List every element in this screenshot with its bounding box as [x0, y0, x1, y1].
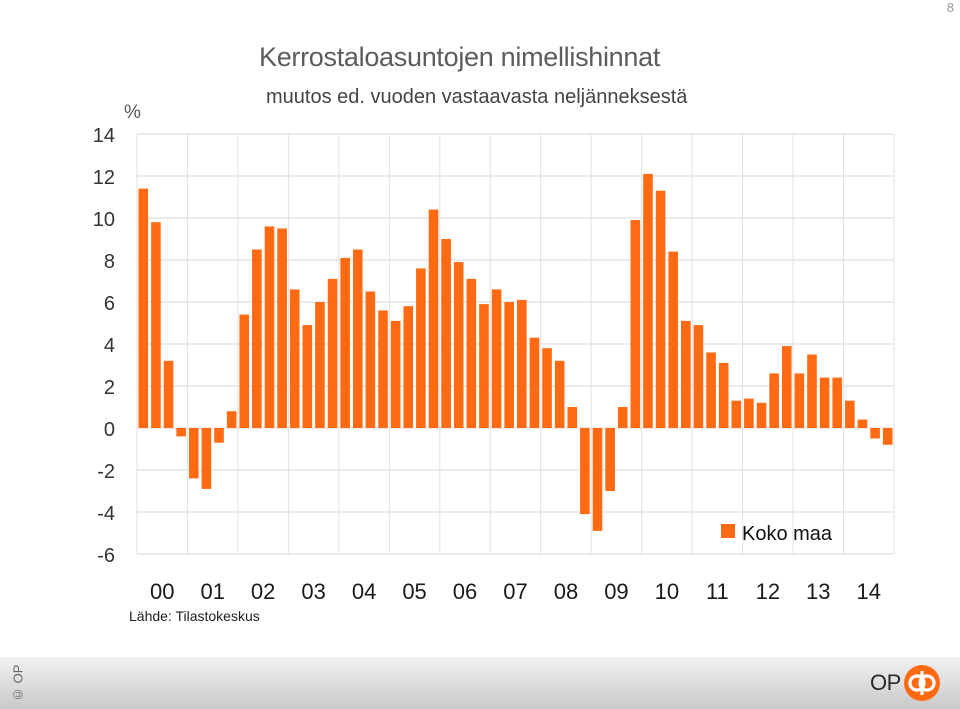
bar [428, 209, 439, 428]
y-tick-label: -6 [97, 545, 115, 567]
y-tick-label: -2 [97, 461, 115, 483]
bar [340, 257, 350, 428]
bar [365, 291, 376, 428]
bar [693, 325, 704, 428]
y-tick-label: -4 [97, 503, 115, 525]
bar [718, 362, 729, 428]
bar [201, 428, 212, 489]
bar [845, 400, 855, 428]
bar [794, 373, 805, 428]
y-tick-label: 14 [93, 125, 115, 147]
op-logo-text: OP [870, 670, 901, 695]
bar [390, 320, 401, 428]
bar [252, 249, 262, 428]
y-tick-label: 10 [93, 209, 115, 231]
bar [327, 278, 338, 428]
bar [277, 228, 287, 428]
chart-subtitle: muutos ed. vuoden vastaavasta neljänneks… [266, 86, 688, 108]
x-tick-label: 00 [150, 579, 174, 604]
op-logo-icon [904, 665, 940, 701]
x-tick-label: 03 [301, 579, 325, 604]
bar [643, 173, 653, 428]
x-tick-label: 04 [352, 579, 376, 604]
bar [138, 188, 149, 428]
bar [756, 402, 767, 428]
x-tick-label: 14 [857, 579, 881, 604]
bar-chart: 14 12 10 8 6 4 2 0 -2 -4 -6 00 01 02 03 04 05 06 07 08 09 10 1… [93, 125, 895, 604]
y-tick-label: 4 [104, 335, 115, 357]
bar [517, 299, 527, 428]
bar [819, 377, 830, 428]
bar [744, 398, 754, 428]
y-tick-label: 12 [93, 167, 115, 189]
source-note: Lähde: Tilastokeskus [129, 608, 260, 624]
bar [731, 400, 742, 428]
bar [378, 310, 388, 428]
bar [264, 226, 275, 428]
bar [151, 222, 161, 428]
y-tick-label: 6 [104, 293, 115, 315]
bar [466, 278, 477, 428]
bar [188, 428, 199, 479]
bar [302, 325, 313, 428]
x-tick-label: 07 [503, 579, 527, 604]
y-tick-label: 8 [104, 251, 115, 273]
bar [403, 306, 414, 428]
x-tick-label: 01 [200, 579, 224, 604]
bar [289, 289, 300, 428]
bar [807, 354, 817, 428]
x-tick-label: 06 [453, 579, 477, 604]
bar [857, 419, 868, 428]
copyright-text: © OP [10, 664, 26, 702]
bar [315, 302, 325, 428]
x-tick-label: 12 [756, 579, 780, 604]
x-tick-label: 10 [655, 579, 679, 604]
x-tick-label: 11 [706, 579, 729, 604]
bar [567, 407, 578, 428]
bar [617, 407, 628, 428]
bar [706, 352, 716, 428]
footer-bar [0, 657, 960, 709]
x-tick-label: 13 [806, 579, 830, 604]
x-tick-label: 05 [402, 579, 426, 604]
y-tick-label: 0 [104, 419, 115, 441]
legend-swatch [721, 524, 735, 538]
bar [655, 190, 666, 428]
bar [479, 304, 489, 428]
bar [882, 428, 893, 445]
legend-label: Koko maa [742, 523, 833, 545]
x-tick-label: 02 [251, 579, 275, 604]
page-number: 8 [946, 0, 954, 15]
bar [605, 428, 615, 491]
bar [441, 239, 451, 428]
bar [529, 337, 540, 428]
bar [491, 289, 502, 428]
bar [554, 360, 565, 428]
bar [453, 262, 464, 428]
bar [630, 220, 641, 428]
bar [668, 251, 679, 428]
x-tick-label: 08 [554, 579, 578, 604]
chart-title: Kerrostaloasuntojen nimellishinnat [259, 42, 661, 72]
bar [769, 373, 779, 428]
bar [226, 411, 237, 428]
y-tick-label: 2 [104, 377, 115, 399]
bar [239, 314, 250, 428]
bar [214, 428, 224, 443]
bar [163, 360, 174, 428]
y-axis-unit: % [124, 102, 141, 123]
bar [580, 428, 590, 515]
bar [681, 320, 691, 428]
bar [870, 428, 880, 439]
bar [542, 348, 552, 428]
bar [416, 268, 426, 428]
bar [176, 428, 186, 437]
bar [504, 302, 514, 428]
bar [832, 377, 843, 428]
x-tick-label: 09 [604, 579, 628, 604]
bar [592, 428, 603, 531]
bar [781, 346, 792, 428]
bar [352, 249, 363, 428]
